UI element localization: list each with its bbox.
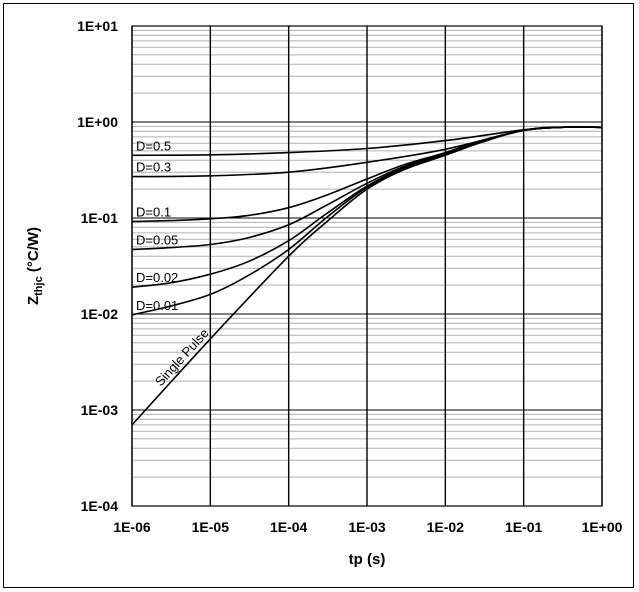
x-axis-title: tp (s) <box>349 551 386 568</box>
series-label-d-0-3: D=0.3 <box>136 160 171 175</box>
x-tick-label: 1E-02 <box>427 519 465 535</box>
y-tick-label: 1E-02 <box>81 306 119 322</box>
series-label-d-0-01: D=0.01 <box>136 298 178 313</box>
y-tick-label: 1E+01 <box>77 18 118 34</box>
y-tick-label: 1E+00 <box>77 114 118 130</box>
major-gridlines <box>131 25 603 507</box>
series-label-d-0-02: D=0.02 <box>136 270 178 285</box>
y-tick-label: 1E-03 <box>81 402 119 418</box>
y-tick-label: 1E-04 <box>81 498 119 514</box>
y-axis-title-unit: (°C/W) <box>25 227 42 276</box>
chart-frame <box>3 3 634 588</box>
x-axis-tick-labels: 1E-06 1E-05 1E-04 1E-03 1E-02 1E-01 1E+00 <box>113 519 622 535</box>
x-tick-label: 1E-06 <box>113 519 151 535</box>
series-label-d-0-05: D=0.05 <box>136 232 178 247</box>
x-tick-label: 1E-05 <box>192 519 230 535</box>
y-axis-title: Zthjc (°C/W) <box>25 227 45 305</box>
series-label-d-0-5: D=0.5 <box>136 138 171 153</box>
x-tick-label: 1E+00 <box>582 519 623 535</box>
x-tick-label: 1E-01 <box>505 519 543 535</box>
series-label-d-0-1: D=0.1 <box>136 204 171 219</box>
y-axis-tick-labels: 1E-04 1E-03 1E-02 1E-01 1E+00 1E+01 <box>77 18 118 514</box>
x-tick-label: 1E-03 <box>348 519 386 535</box>
series-layer <box>131 126 603 426</box>
y-tick-label: 1E-01 <box>81 210 119 226</box>
y-axis-title-main: Z <box>25 296 42 305</box>
x-tick-label: 1E-04 <box>270 519 308 535</box>
series-line-d-0-5 <box>131 126 603 157</box>
y-axis-title-subscript: thjc <box>33 276 45 296</box>
plot-area-border <box>131 25 603 507</box>
